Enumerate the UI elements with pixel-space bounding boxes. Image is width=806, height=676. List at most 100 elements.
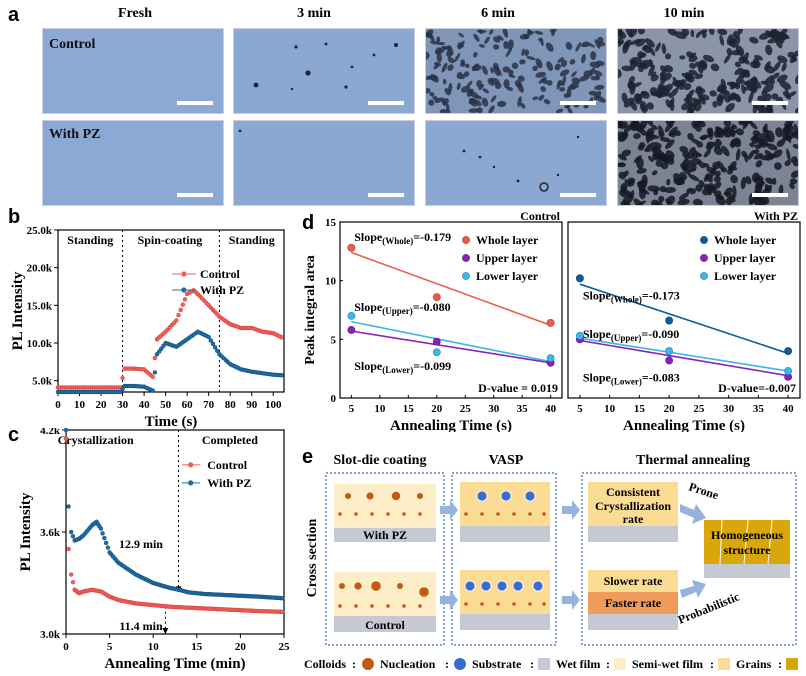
grain — [711, 141, 721, 148]
data-point — [176, 312, 181, 318]
data-point — [159, 346, 164, 351]
grain — [488, 105, 495, 113]
grain — [679, 172, 688, 181]
x-tick-label: 35 — [517, 403, 529, 415]
consistent-box — [588, 482, 678, 526]
grain — [482, 88, 490, 94]
grain — [476, 107, 483, 113]
cross-section-label: Cross section — [305, 518, 320, 597]
grain — [524, 49, 530, 57]
grain — [594, 39, 601, 49]
grain — [493, 65, 501, 77]
grain — [732, 185, 737, 198]
data-point — [100, 531, 105, 536]
micrograph-pz-10min — [617, 120, 799, 206]
grain — [511, 62, 519, 70]
grain — [647, 155, 654, 162]
grain — [639, 64, 648, 70]
grain — [686, 51, 694, 58]
grain — [618, 37, 624, 45]
grain — [695, 31, 701, 38]
data-point — [215, 348, 220, 354]
legend-marker — [181, 287, 187, 293]
legend-entry: Whole layer — [714, 233, 777, 247]
grain — [557, 80, 563, 86]
grain — [630, 82, 642, 89]
grain — [683, 83, 692, 91]
data-point — [150, 374, 155, 380]
grain — [649, 141, 662, 150]
grain — [650, 124, 658, 130]
x-tick-label: 20 — [235, 641, 247, 653]
grain — [713, 129, 721, 138]
grain — [752, 130, 761, 137]
fit-line — [579, 283, 789, 355]
legend-marker — [700, 236, 708, 244]
grain — [571, 71, 577, 78]
grain — [766, 130, 775, 143]
annotation-control: 11.4 min — [119, 619, 163, 633]
grain — [526, 56, 536, 61]
x-tick-label: 40 — [139, 399, 151, 411]
x-axis-label: Time (s) — [145, 414, 198, 430]
arrow-icon — [680, 504, 706, 524]
slope-lower-control: Slope(Lower)=-0.099 — [354, 359, 451, 375]
grain — [781, 62, 787, 72]
grain — [681, 72, 691, 80]
data-point — [279, 335, 284, 340]
grain — [735, 148, 741, 161]
fit-line — [579, 339, 789, 377]
legend-marker — [462, 254, 470, 262]
grain — [493, 44, 500, 50]
grain — [698, 161, 706, 169]
grain — [534, 30, 544, 35]
grain — [654, 150, 665, 158]
grain — [678, 192, 690, 200]
grain — [478, 44, 485, 48]
legend-marker — [700, 254, 708, 262]
grain — [506, 86, 514, 91]
substrate-box — [334, 528, 436, 542]
data-point — [546, 354, 555, 363]
grain — [426, 52, 430, 60]
grain — [694, 73, 704, 80]
grain — [466, 88, 474, 97]
data-point — [280, 609, 285, 615]
col-title-fresh: Fresh — [118, 6, 152, 21]
x-axis-label: Annealing Time (min) — [104, 656, 245, 672]
grain — [633, 198, 644, 205]
grain — [581, 43, 591, 48]
substrate-box — [704, 564, 790, 578]
grain — [712, 101, 718, 108]
grain — [593, 90, 602, 101]
legend-marker — [462, 272, 470, 280]
y-tick-label: 4.2k — [40, 428, 61, 437]
grain — [779, 80, 792, 90]
grain — [723, 127, 730, 133]
annotation-pz: 12.9 min — [119, 537, 163, 551]
grain — [523, 33, 530, 40]
grain — [774, 162, 782, 170]
scale-bar — [752, 193, 788, 197]
panel-title: With PZ — [754, 210, 798, 223]
frame-annealing — [581, 472, 797, 646]
grain — [677, 198, 690, 205]
grain — [689, 163, 697, 172]
grain — [715, 196, 726, 205]
grain — [502, 66, 511, 73]
grain — [719, 34, 725, 46]
frame-vasp — [451, 472, 557, 646]
grain — [686, 187, 693, 194]
nucleation-top — [476, 490, 536, 502]
grain — [782, 133, 793, 141]
data-point — [665, 356, 674, 365]
legend-entry: Lower layer — [714, 269, 777, 283]
grain — [426, 29, 434, 38]
grain — [441, 97, 446, 106]
grain — [429, 91, 435, 97]
arrow-icon — [440, 590, 458, 610]
grain — [575, 42, 582, 52]
grain — [754, 144, 761, 150]
x-tick-label: 35 — [753, 403, 765, 415]
